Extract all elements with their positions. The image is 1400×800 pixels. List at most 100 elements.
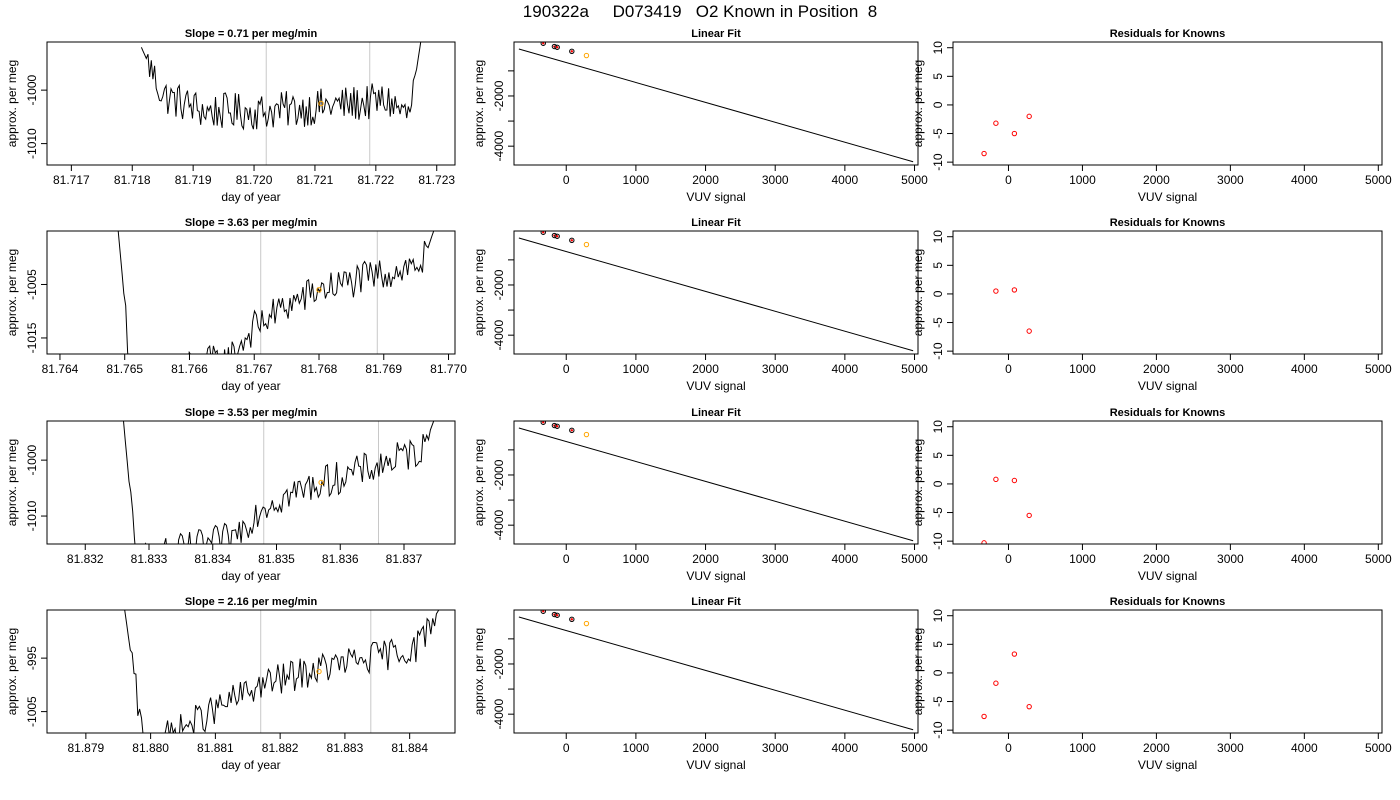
standard-point	[540, 421, 546, 425]
x-tick-label: 0	[1005, 552, 1012, 566]
standard-point	[554, 423, 560, 429]
panel-residuals-2: Residuals for Knowns VUV signal approx. pe…	[911, 407, 1392, 583]
x-tick-label: 2000	[692, 741, 719, 755]
x-tick-label: 81.722	[357, 173, 394, 187]
residual-point	[993, 476, 999, 483]
y-tick-label: -5	[931, 696, 945, 707]
y-tick-label: -1005	[25, 269, 39, 300]
standard-point-center	[542, 421, 545, 424]
panel-residuals-1: Residuals for Knowns VUV signal approx. pe…	[911, 217, 1392, 393]
standard-point-center	[570, 50, 574, 53]
y-tick-label: 5	[931, 452, 945, 459]
y-tick-label: 10	[931, 41, 945, 55]
y-tick-label: 10	[931, 230, 945, 244]
x-tick-label: 0	[1005, 741, 1012, 755]
y-tick-label: -1010	[25, 128, 39, 159]
raw-signal-line	[117, 231, 435, 354]
x-tick-label: 2000	[1143, 741, 1170, 755]
y-axis-label: approx. per meg	[5, 439, 19, 526]
y-axis-label: approx. per meg	[911, 249, 925, 336]
panel-title: Slope = 3.53 per meg/min	[185, 407, 318, 419]
x-axis-label: day of year	[221, 379, 280, 393]
y-tick-label: -4000	[492, 510, 506, 541]
x-axis-label: VUV signal	[1138, 190, 1197, 204]
x-tick-label: 5000	[1365, 173, 1392, 187]
y-tick-label: -10	[931, 721, 945, 739]
y-tick-label: -5	[931, 317, 945, 328]
residual-point	[1026, 703, 1032, 710]
fit-line	[518, 48, 914, 163]
y-tick-label: -2000	[492, 459, 506, 490]
x-tick-label: 3000	[762, 741, 789, 755]
plot-frame	[46, 609, 456, 734]
x-tick-label: 5000	[901, 741, 928, 755]
panel-title: Residuals for Knowns	[1110, 217, 1226, 229]
plot-frame	[513, 230, 919, 355]
plot-area	[518, 42, 914, 163]
x-tick-label: 81.837	[386, 552, 423, 566]
x-tick-label: 4000	[832, 552, 859, 566]
standard-point-center	[542, 610, 545, 613]
x-tick-label: 5000	[901, 173, 928, 187]
standard-point-center	[570, 429, 574, 432]
x-tick-label: 0	[1005, 362, 1012, 376]
residual-point	[993, 120, 999, 126]
x-axis-label: VUV signal	[1138, 379, 1197, 393]
x-tick-label: 3000	[762, 362, 789, 376]
residual-point	[1026, 328, 1032, 334]
x-tick-label: 81.717	[53, 173, 90, 187]
plot-frame	[952, 609, 1383, 734]
y-tick-label: -4000	[492, 699, 506, 730]
residual-point	[1011, 651, 1018, 657]
y-tick-label: -1005	[25, 696, 39, 727]
x-tick-label: 2000	[692, 173, 719, 187]
x-tick-label: 81.764	[42, 362, 79, 376]
plot-frame	[46, 230, 456, 355]
y-tick-label: -1015	[25, 322, 39, 353]
y-axis-label: approx. per meg	[472, 60, 486, 147]
x-axis-label: VUV signal	[686, 190, 745, 204]
x-tick-label: 3000	[1217, 362, 1244, 376]
panel-residuals-3: Residuals for Knowns VUV signal approx. pe…	[911, 596, 1392, 772]
panel-time-series-3: Slope = 2.16 per meg/min day of year appro…	[5, 596, 456, 772]
plot-area	[124, 610, 440, 733]
y-tick-label: 0	[931, 480, 945, 487]
fit-line	[518, 616, 914, 731]
x-tick-label: 81.770	[430, 362, 467, 376]
panel-linear-fit-3: Linear Fit VUV signal approx. per meg 0 1000…	[472, 596, 928, 772]
x-axis-label: VUV signal	[686, 379, 745, 393]
x-tick-label: 4000	[1291, 552, 1318, 566]
raw-signal-line	[123, 421, 435, 544]
y-tick-label: -995	[25, 646, 39, 670]
x-axis-label: VUV signal	[1138, 569, 1197, 583]
plot-area	[518, 231, 914, 352]
x-tick-label: 4000	[832, 362, 859, 376]
panel-title: Slope = 3.63 per meg/min	[185, 217, 318, 229]
x-tick-label: 81.884	[391, 741, 428, 755]
x-tick-label: 81.879	[68, 741, 105, 755]
x-tick-label: 81.765	[106, 362, 143, 376]
x-tick-label: 81.718	[114, 173, 151, 187]
x-tick-label: 4000	[1291, 362, 1318, 376]
x-tick-label: 2000	[1143, 173, 1170, 187]
y-axis-label: approx. per meg	[911, 439, 925, 526]
x-tick-label: 5000	[1365, 362, 1392, 376]
y-tick-label: -2000	[492, 269, 506, 300]
x-tick-label: 81.832	[67, 552, 104, 566]
standard-point-center	[542, 42, 545, 45]
panel-title: Residuals for Knowns	[1110, 596, 1226, 608]
x-tick-label: 1000	[623, 741, 650, 755]
y-tick-label: 0	[931, 101, 945, 108]
y-axis-label: approx. per meg	[472, 628, 486, 715]
panel-title: Linear Fit	[691, 28, 741, 40]
y-tick-label: 10	[931, 609, 945, 623]
x-tick-label: 81.768	[301, 362, 338, 376]
standard-point	[569, 616, 575, 622]
y-tick-label: -10	[931, 153, 945, 171]
x-axis-label: day of year	[221, 758, 280, 772]
y-axis-label: approx. per meg	[5, 249, 19, 336]
residual-point	[1026, 512, 1032, 519]
x-tick-label: 81.836	[322, 552, 359, 566]
fit-line	[518, 427, 914, 542]
